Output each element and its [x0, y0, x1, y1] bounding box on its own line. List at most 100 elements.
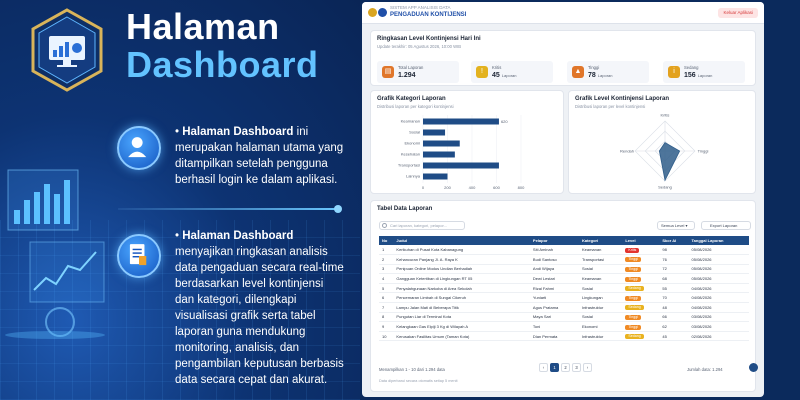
level-badge: Tinggi	[625, 314, 642, 320]
radar-axis-label: Rendah	[620, 149, 634, 154]
app-header: SISTEM APP ANALISIS DATA PENGADUAN KONTI…	[362, 2, 764, 24]
table-cell: 04/08/2026	[688, 302, 749, 313]
scroll-top-button[interactable]	[749, 363, 758, 372]
x-tick-label: 800	[518, 185, 525, 190]
logout-button[interactable]: Keluar Aplikasi	[718, 8, 758, 18]
table-row[interactable]: 3 Penipuan Online Modus Undian Berhadiah A…	[379, 264, 749, 275]
column-header[interactable]: No	[379, 236, 394, 245]
stat-label: Tinggi	[588, 65, 600, 70]
stat-label: Sedang	[684, 65, 699, 70]
column-header[interactable]: Pelapor	[529, 236, 579, 245]
table-cell: 45	[659, 331, 689, 342]
table-row[interactable]: 4 Gangguan Ketertiban di Lingkungan RT 05…	[379, 273, 749, 284]
stat-sedang[interactable]: i Sedang 156 Laporan	[663, 61, 745, 83]
stat-label: Total Laporan	[398, 65, 424, 70]
table-row[interactable]: 10 Kerusakan Fasilitas Umum (Taman Kota) D…	[379, 331, 749, 342]
table-cell: Infrastruktur	[578, 331, 623, 342]
table-row[interactable]: 1 Kerikuhan di Pusat Kota Kabanagung Siti …	[379, 245, 749, 256]
table-cell: 03/08/2026	[688, 321, 749, 332]
table-cell: 62	[659, 321, 689, 332]
column-header[interactable]: Kategori	[578, 236, 623, 245]
x-tick-label: 0	[422, 185, 425, 190]
pagination-button[interactable]: ›	[583, 363, 592, 372]
bar	[423, 162, 499, 169]
table-cell: 9	[379, 321, 394, 332]
table-cell: Sosial	[578, 312, 623, 323]
table-row[interactable]: 2 Kehancuran Panjang Jl. A. Raya K Budi Sa…	[379, 254, 749, 265]
radar-series	[658, 142, 681, 182]
section-divider	[118, 208, 338, 210]
table-cell: 70	[659, 292, 689, 304]
stat-kritis[interactable]: ! Kritis 45 Laporan	[471, 61, 553, 83]
search-input[interactable]: Cari laporan, kategori, pelapor...	[379, 221, 465, 230]
hologram-dashboard-illustration	[5, 169, 105, 339]
dashboard-hex-icon	[31, 8, 103, 92]
column-header[interactable]: Level	[622, 236, 660, 245]
table-cell: Kehancuran Panjang Jl. A. Raya K	[393, 254, 530, 265]
table-cell: Pencemaran Limbah di Sungai Cikeruh	[393, 292, 530, 304]
table-cell: 3	[379, 264, 394, 275]
app-logo-icon	[378, 8, 387, 17]
table-cell: Yuniarti	[529, 292, 579, 304]
table-row[interactable]: 6 Pencemaran Limbah di Sungai Cikeruh Yuni…	[379, 292, 749, 304]
warning-icon: ▲	[572, 66, 584, 78]
table-cell: 48	[659, 302, 689, 313]
document-icon: ▤	[382, 66, 394, 78]
table-cell: 76	[659, 254, 689, 265]
table-cell: 04/08/2026	[688, 283, 749, 294]
bar	[423, 140, 460, 147]
pagination-button[interactable]: 1	[550, 363, 559, 372]
table-cell: 98	[659, 245, 689, 256]
table-cell: Pungutan Liar di Terminal Kota	[393, 312, 530, 323]
table-cell: 2	[379, 254, 394, 265]
table-cell: Sedang	[622, 302, 660, 313]
table-cell: Kerikuhan di Pusat Kota Kabanagung	[393, 245, 530, 256]
level-badge: Tinggi	[625, 257, 642, 263]
pagination-button[interactable]: 2	[561, 363, 570, 372]
level-badge: Sedang	[625, 286, 644, 292]
promo-panel: Halaman Dashboard • Halaman Dashboard in…	[0, 0, 360, 400]
bar-category-label: Transportasi	[398, 163, 420, 168]
table-row[interactable]: 8 Pungutan Liar di Terminal Kota Maya Sari…	[379, 312, 749, 323]
stat-value: 156 Laporan	[684, 72, 713, 79]
level-badge: Tinggi	[625, 276, 642, 282]
table-cell: 5	[379, 283, 394, 294]
radar-axis-label: Kritis	[661, 113, 670, 118]
stat-tinggi[interactable]: ▲ Tinggi 78 Laporan	[567, 61, 649, 83]
table-cell: Sedang	[622, 331, 660, 342]
table-row[interactable]: 5 Penyalahgunaan Narkoba di Area Sekolah R…	[379, 283, 749, 294]
table-body: 1 Kerikuhan di Pusat Kota Kabanagung Siti …	[379, 245, 749, 342]
table-cell: Dewi Lestari	[529, 273, 579, 284]
table-cell: 66	[659, 312, 689, 323]
app-subtitle: SISTEM APP ANALISIS DATA	[390, 5, 451, 10]
table-cell: Transportasi	[578, 254, 623, 265]
table-cell: Agus Pratama	[529, 302, 579, 313]
export-button[interactable]: Export Laporan	[701, 221, 751, 230]
level-badge: Sedang	[625, 305, 644, 311]
stat-value: 1.294	[398, 72, 416, 79]
column-header[interactable]: Tanggal Laporan	[688, 236, 749, 245]
column-header[interactable]: Skor AI	[659, 236, 689, 245]
x-tick-label: 600	[493, 185, 500, 190]
bar-chart-title: Grafik Kategori Laporan	[377, 96, 446, 102]
stat-total[interactable]: ▤ Total Laporan 1.294	[377, 61, 459, 83]
info-icon: i	[668, 66, 680, 78]
column-header[interactable]: Judul	[393, 236, 530, 245]
search-placeholder: Cari laporan, kategori, pelapor...	[390, 223, 447, 228]
level-filter-select[interactable]: Semua Level ▾	[657, 221, 695, 230]
pagination-button[interactable]: ‹	[539, 363, 548, 372]
table-cell: 1	[379, 245, 394, 256]
table-cell: 72	[659, 264, 689, 275]
table-cell: Penipuan Online Modus Undian Berhadiah	[393, 264, 530, 275]
description-login: • Halaman Dashboard ini merupakan halama…	[175, 126, 344, 186]
table-cell: Budi Santoso	[529, 254, 579, 265]
user-icon	[117, 126, 161, 170]
level-badge: Sedang	[625, 334, 644, 340]
page-title-line1: Halaman	[126, 6, 280, 47]
table-row[interactable]: 7 Lampu Jalan Mati di Beberapa Titik Agus …	[379, 302, 749, 313]
pagination-button[interactable]: 3	[572, 363, 581, 372]
table-cell: 55	[659, 283, 689, 294]
bar	[423, 173, 448, 180]
table-cell: Tinggi	[622, 312, 660, 323]
table-row[interactable]: 9 Kelangkaan Gas Elpiji 3 Kg di Wilayah A…	[379, 321, 749, 332]
